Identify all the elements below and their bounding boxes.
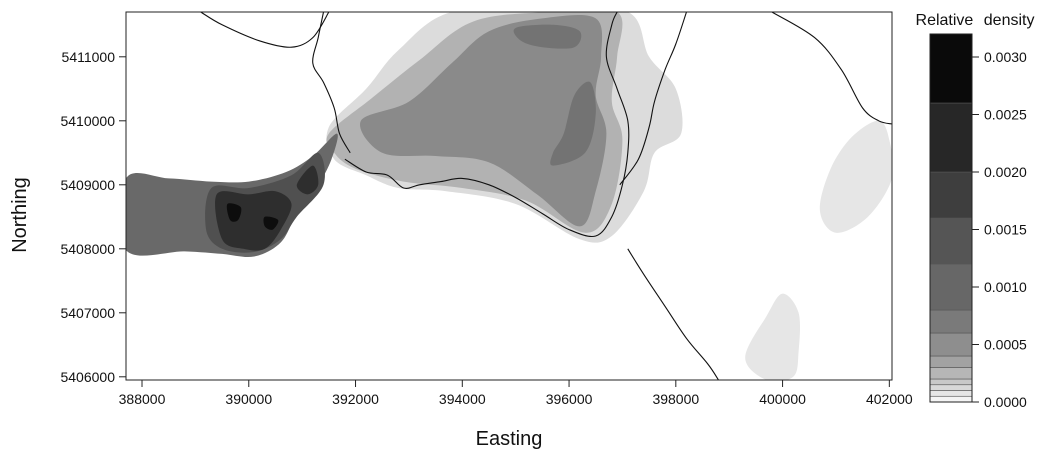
density-layer — [126, 12, 892, 380]
coastline-6 — [771, 12, 892, 125]
density-region-channel-peak-west — [226, 203, 242, 222]
legend-band — [929, 33, 973, 104]
x-tick-label: 392000 — [332, 391, 379, 407]
x-axis: 388000 390000 392000 394000 396000 398000 4000… — [119, 380, 913, 407]
legend-band — [929, 309, 973, 334]
legend-band — [929, 355, 973, 368]
legend-band — [929, 217, 973, 265]
legend-tick-label: 0.0030 — [984, 49, 1027, 65]
legend-tick-label: 0.0015 — [984, 222, 1027, 238]
legend-band — [929, 102, 973, 173]
density-region-east-patch — [819, 120, 892, 233]
legend-band — [929, 332, 973, 357]
legend-band — [929, 263, 973, 311]
legend-band — [929, 171, 973, 219]
legend-band — [929, 390, 973, 397]
x-tick-label: 400000 — [759, 391, 806, 407]
x-tick-label: 390000 — [225, 391, 272, 407]
density-region-shelf-east-band — [550, 81, 596, 166]
x-tick-label: 394000 — [439, 391, 486, 407]
legend-band — [929, 395, 973, 403]
y-tick-label: 5410000 — [60, 113, 115, 129]
coastline-3 — [344, 12, 630, 238]
y-tick-label: 5406000 — [60, 369, 115, 385]
plot-frame — [125, 11, 893, 381]
y-tick-label: 5408000 — [60, 241, 115, 257]
legend-tick-label: 0.0005 — [984, 337, 1027, 353]
y-axis-label: Northing — [9, 177, 31, 253]
coastline-1 — [200, 12, 330, 48]
legend-tick-label: 0.0010 — [984, 279, 1027, 295]
color-legend: 0.0000 0.0005 0.0010 0.0015 0.0020 0.0025 0.00… — [929, 33, 1027, 410]
x-tick-label: 398000 — [652, 391, 699, 407]
legend-frame — [929, 33, 973, 403]
density-region-channel-north-peak — [296, 165, 319, 195]
y-axis: 5406000 5407000 5408000 5409000 5410000 54110… — [60, 49, 126, 385]
legend-band — [929, 384, 973, 391]
density-region-south-east-patch — [745, 293, 801, 380]
x-tick-label: 388000 — [119, 391, 166, 407]
legend-title: Relative density — [916, 12, 1035, 29]
legend-tick-label: 0.0020 — [984, 164, 1027, 180]
x-tick-label: 402000 — [866, 391, 913, 407]
density-region-shelf-core — [360, 15, 607, 227]
legend-band — [929, 378, 973, 386]
density-region-shelf-north-band — [513, 24, 582, 49]
legend-band — [929, 367, 973, 380]
x-axis-label: Easting — [476, 428, 543, 450]
coastline-layer — [200, 12, 892, 380]
coastline-4 — [619, 12, 688, 186]
coastline-5 — [627, 248, 719, 380]
legend-tick-label: 0.0000 — [984, 394, 1027, 410]
y-tick-label: 5411000 — [62, 49, 116, 65]
x-tick-label: 396000 — [546, 391, 593, 407]
density-region-channel-peak-east — [263, 216, 279, 230]
y-tick-label: 5409000 — [60, 177, 115, 193]
y-tick-label: 5407000 — [60, 305, 115, 321]
legend-tick-label: 0.0025 — [984, 107, 1027, 123]
coastline-2 — [312, 12, 351, 154]
